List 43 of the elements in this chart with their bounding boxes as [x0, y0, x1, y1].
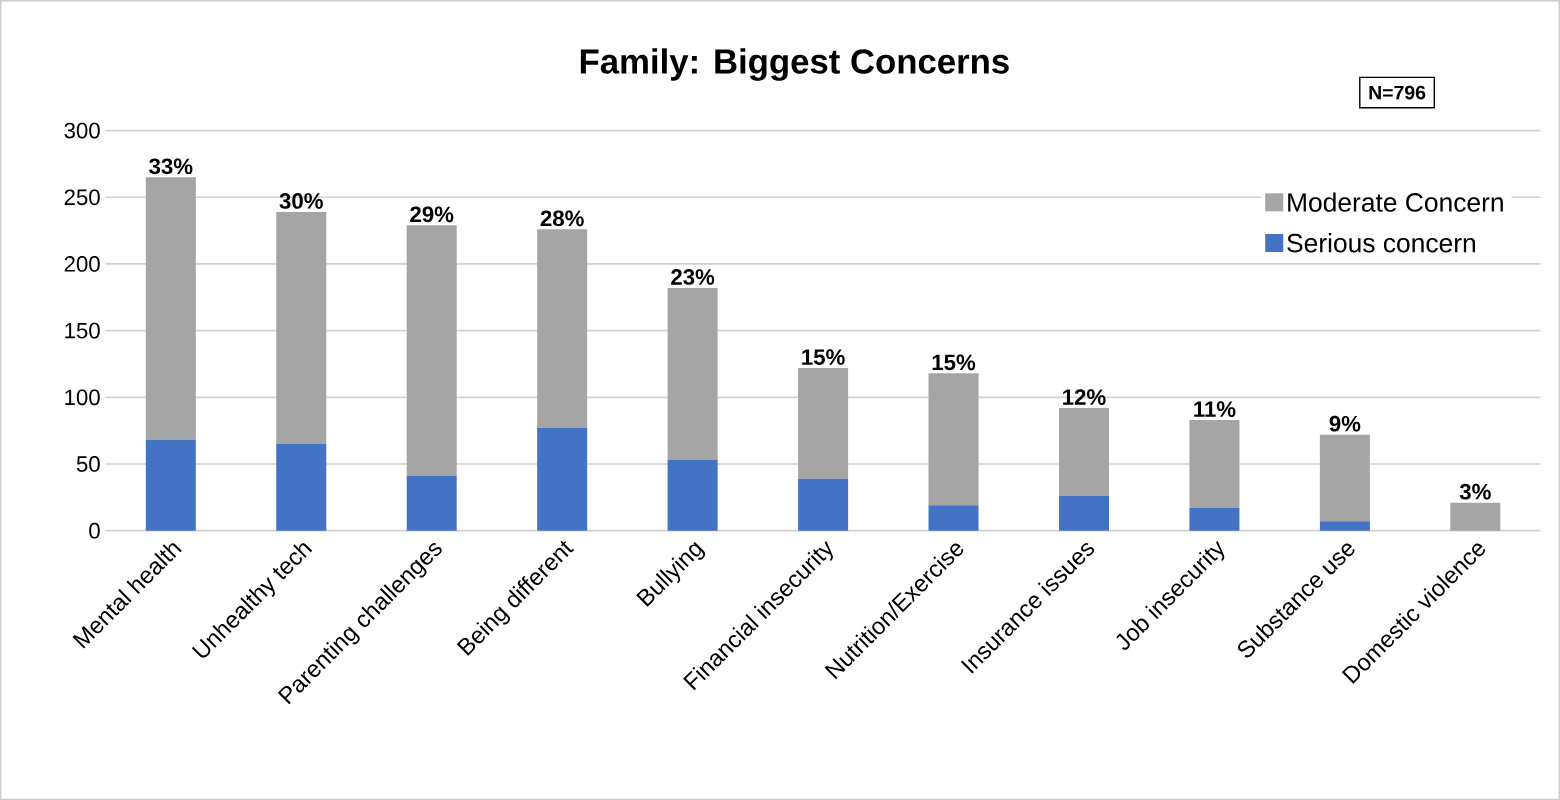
annotation: 33%	[149, 158, 193, 175]
bar	[276, 443, 327, 531]
bar	[1189, 507, 1240, 531]
y-tick-label: 300	[64, 122, 100, 139]
y-tick-label: 150	[65, 322, 100, 339]
annotation: 30%	[279, 193, 323, 209]
bar	[276, 211, 327, 444]
bar	[667, 459, 718, 531]
annotation: 11%	[1194, 401, 1236, 417]
bar	[145, 177, 196, 440]
bar	[537, 427, 588, 531]
bar	[928, 505, 979, 531]
bar	[406, 225, 457, 476]
y-tick-label: 100	[65, 389, 100, 406]
bar	[1058, 495, 1109, 531]
bar	[798, 367, 849, 479]
annotation: 15%	[802, 349, 845, 365]
text: N=796	[1369, 85, 1426, 100]
bar	[1058, 407, 1109, 496]
bar	[1189, 419, 1240, 508]
y-tick-label: 250	[64, 189, 100, 206]
bar	[537, 229, 588, 428]
chart-title: Family: Biggest Concerns	[580, 48, 1009, 81]
annotation: 23%	[671, 269, 715, 285]
annotation: 3%	[1459, 483, 1491, 500]
annotation: 12%	[1063, 389, 1106, 405]
legend-label: Serious concern	[1287, 233, 1475, 253]
legend-label: Moderate Concern	[1288, 192, 1503, 212]
bar	[667, 287, 718, 460]
bar	[1319, 521, 1370, 531]
annotation: 9%	[1329, 415, 1361, 432]
bar	[406, 475, 457, 531]
y-tick-label: 0	[89, 522, 100, 539]
bar	[798, 478, 849, 531]
y-tick-label: 200	[64, 256, 100, 272]
annotation: 28%	[540, 210, 584, 227]
bar	[1319, 434, 1370, 522]
annotation: 15%	[932, 354, 976, 371]
bar	[1450, 502, 1501, 531]
y-tick-label: 50	[76, 456, 100, 472]
bar	[145, 439, 196, 531]
annotation: 29%	[410, 206, 454, 223]
bar	[928, 373, 979, 506]
